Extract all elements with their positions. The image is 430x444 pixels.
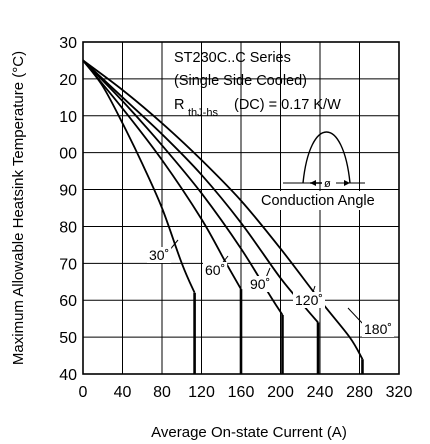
curve-label-backdrop — [203, 262, 228, 278]
curve-label-backdrop — [293, 292, 325, 308]
inset-arrow-left — [310, 180, 316, 186]
y-tick-label: 70 — [59, 256, 77, 273]
y-tick-label: 90 — [59, 183, 77, 200]
rth-value-annotation: (DC) = 0.17 K/W — [234, 97, 341, 113]
curve-labels: 30˚ 60˚ 90˚ 120˚ 180˚ — [147, 239, 394, 337]
x-tick-label: 160 — [228, 384, 255, 401]
x-tick-label: 40 — [114, 384, 132, 401]
inset-angle-symbol: ø — [324, 178, 331, 190]
x-tick-label: 240 — [307, 384, 334, 401]
x-tick-label: 80 — [153, 384, 171, 401]
conduction-angle-inset: ø Conduction Angle — [259, 131, 397, 210]
series-curve — [82, 59, 364, 360]
y-tick-label: 80 — [59, 219, 77, 236]
series-curve — [82, 59, 284, 316]
tick-labels: 0 40 80 120 160 200 240 280 32040506070809000102… — [59, 35, 412, 401]
x-tick-label: 200 — [267, 384, 294, 401]
inset-symbol-backdrop — [322, 177, 336, 189]
x-tick-label: 120 — [188, 384, 215, 401]
series-title-annotation: ST230C..C Series — [174, 50, 291, 66]
inset-label-backdrop — [259, 191, 397, 210]
curve-label-backdrop — [362, 321, 394, 337]
y-tick-label: 50 — [59, 330, 77, 347]
y-axis-label: Maximum Allowable Heatsink Temperature (… — [10, 51, 27, 365]
curve-label: 120˚ — [295, 292, 323, 308]
y-tick-label: 40 — [59, 367, 77, 384]
curve-label: 90˚ — [250, 276, 270, 292]
x-tick-label: 280 — [346, 384, 373, 401]
x-tick-label: 0 — [79, 384, 88, 401]
inset-half-wave — [302, 131, 351, 184]
y-tick-label: 60 — [59, 293, 77, 310]
curve-label-backdrop — [147, 247, 172, 263]
curve-label: 30˚ — [149, 247, 169, 263]
rth-subscript: thJ-hs — [188, 107, 218, 119]
x-axis-label: Average On-state Current (A) — [151, 424, 347, 441]
series-curve — [82, 59, 196, 294]
curve-label: 60˚ — [205, 262, 225, 278]
x-tick-label: 320 — [386, 384, 413, 401]
y-tick-label: 00 — [59, 146, 77, 163]
curve-label-backdrop — [248, 276, 273, 292]
inset-arrow-right — [344, 180, 350, 186]
y-tick-label: 20 — [59, 72, 77, 89]
y-tick-label: 30 — [59, 35, 77, 52]
inset-label: Conduction Angle — [261, 193, 375, 209]
curve-label-leader — [347, 307, 365, 326]
cooling-annotation: (Single Side Cooled) — [174, 73, 307, 89]
rth-symbol: R — [174, 97, 184, 113]
curve-label: 180˚ — [364, 321, 392, 337]
y-tick-label: 10 — [59, 109, 77, 126]
